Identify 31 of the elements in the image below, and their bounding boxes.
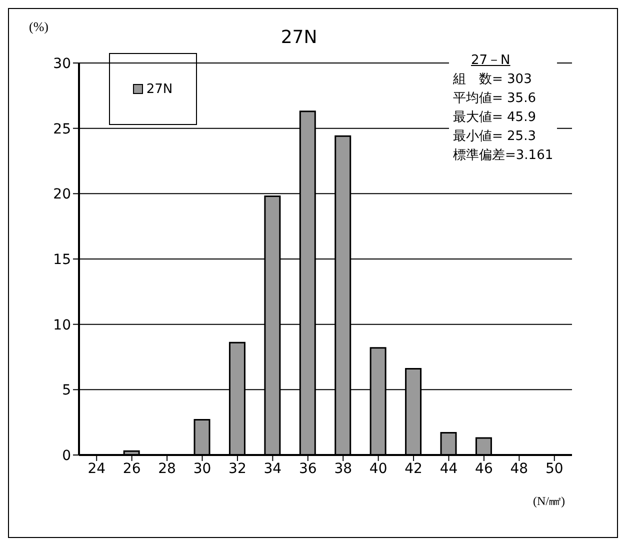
x-tick-label: 24	[88, 460, 106, 477]
x-tick-label: 38	[334, 460, 352, 477]
y-tick-label: 0	[62, 448, 71, 464]
x-axis-title: (N/㎟)	[533, 493, 565, 510]
x-tick-label: 48	[510, 460, 528, 477]
y-tick-label: 30	[53, 56, 71, 72]
x-tick-label: 40	[369, 460, 388, 477]
x-tick-label: 50	[545, 460, 564, 477]
chart-title: 27N	[280, 27, 318, 48]
x-tick-label: 26	[122, 460, 141, 477]
y-tick-label: 20	[53, 186, 71, 203]
annotation: 最大値= 45.9	[453, 109, 537, 127]
legend-label: 27N	[145, 82, 173, 96]
y-tick-label: 5	[62, 382, 71, 399]
annotation: 最小値= 25.3	[453, 128, 537, 146]
x-tick-label: 32	[228, 460, 246, 477]
x-tick-label: 28	[158, 460, 176, 477]
x-tick-label: 44	[440, 460, 458, 477]
y-tick-label: 25	[53, 121, 71, 138]
x-tick-label: 42	[404, 460, 422, 477]
x-tick-label: 36	[298, 460, 317, 477]
annotation: 27－N	[470, 52, 512, 70]
annotation: 標準偏差=3.161	[453, 147, 554, 165]
x-tick-label: 34	[264, 460, 282, 477]
x-tick-label: 30	[193, 460, 212, 477]
y-tick-label: 15	[53, 252, 71, 268]
x-tick-label: 46	[475, 460, 493, 477]
annotation: 平均値= 35.6	[453, 90, 537, 108]
annotation: 組 数= 303	[453, 71, 533, 89]
y-tick-label: 10	[53, 317, 71, 334]
y-axis-title: (%)	[29, 19, 48, 35]
